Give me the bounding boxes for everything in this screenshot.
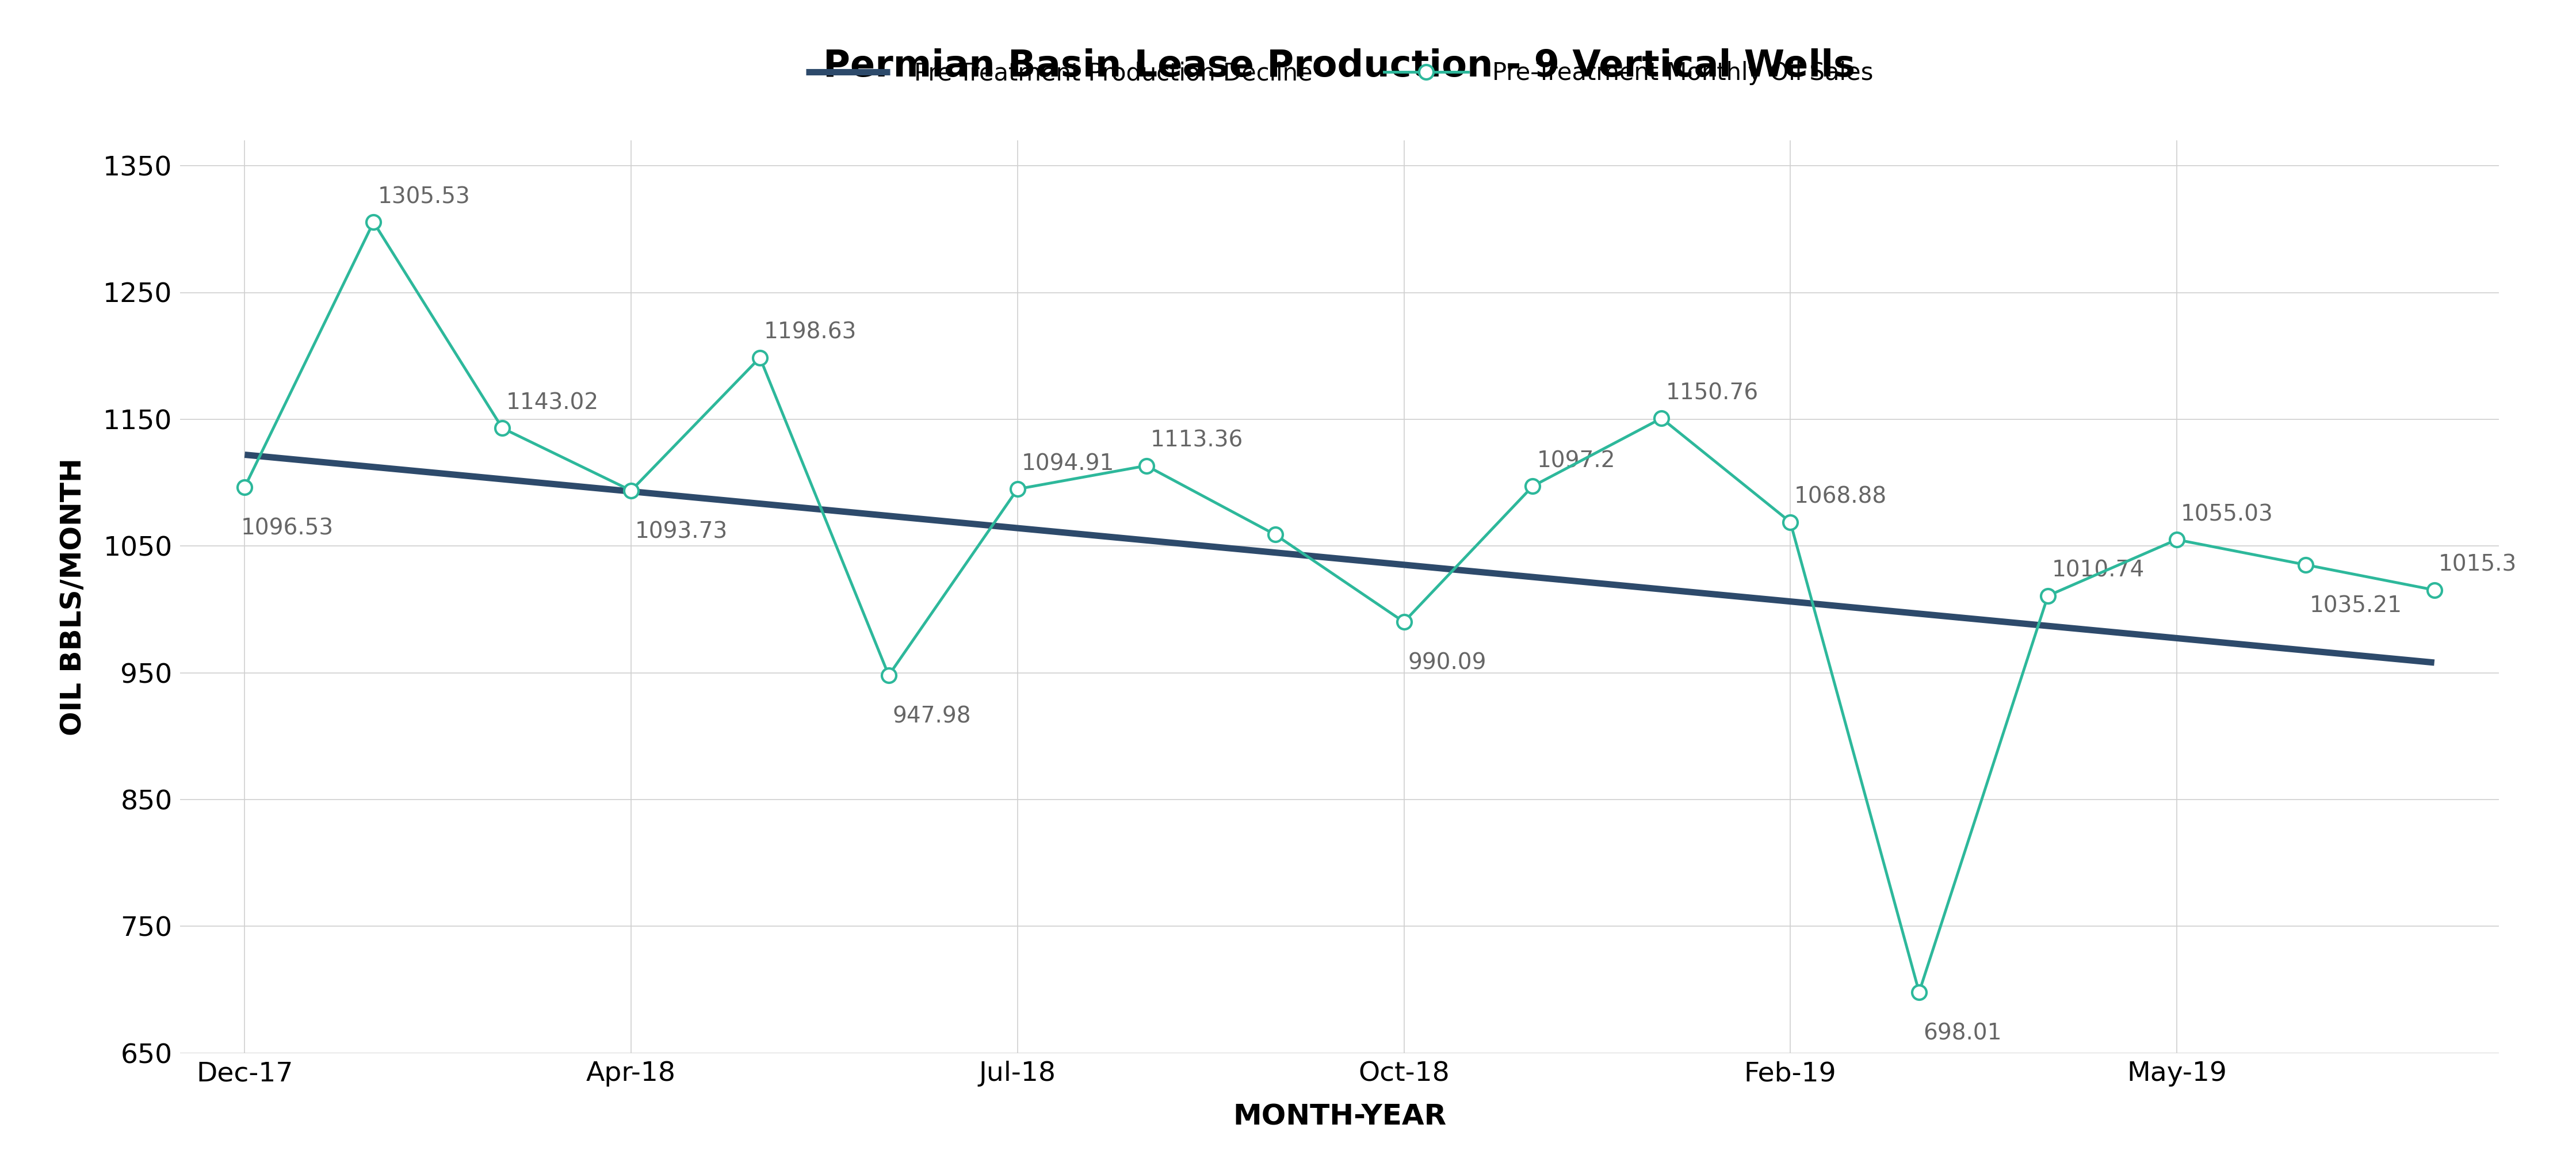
Pre-Treatment Monthly Oil Sales (873, 668, 904, 682)
Pre-Treatment Monthly Oil Sales (358, 215, 389, 229)
Legend: Pre-Treatment Production Decline, Pre-Treatment Monthly Oil Sales: Pre-Treatment Production Decline, Pre-Tr… (806, 61, 1873, 85)
Pre-Treatment Monthly Oil Sales (1388, 615, 1419, 629)
Pre-Treatment Monthly Oil Sales (487, 421, 518, 435)
Pre-Treatment Monthly Oil Sales (1002, 482, 1033, 496)
Text: 1035.21: 1035.21 (2311, 596, 2403, 617)
Text: 1150.76: 1150.76 (1667, 383, 1759, 404)
Pre-Treatment Monthly Oil Sales (1775, 515, 1806, 529)
Text: 947.98: 947.98 (894, 706, 971, 728)
Pre-Treatment Monthly Oil Sales (2161, 532, 2192, 546)
Pre-Treatment Monthly Oil Sales (1904, 985, 1935, 999)
Pre-Treatment Monthly Oil Sales (2419, 583, 2450, 597)
Text: 990.09: 990.09 (1409, 653, 1486, 674)
Pre-Treatment Monthly Oil Sales (2290, 558, 2321, 572)
Pre-Treatment Monthly Oil Sales (1131, 459, 1162, 473)
Pre-Treatment Monthly Oil Sales (1646, 412, 1677, 426)
Text: 1198.63: 1198.63 (765, 322, 858, 343)
Text: 1094.91: 1094.91 (1023, 453, 1115, 475)
Line: Pre-Treatment Monthly Oil Sales: Pre-Treatment Monthly Oil Sales (237, 215, 2442, 999)
Text: 698.01: 698.01 (1924, 1023, 2002, 1045)
Text: 1015.3: 1015.3 (2439, 553, 2517, 576)
Pre-Treatment Monthly Oil Sales (616, 483, 647, 497)
Text: 1097.2: 1097.2 (1538, 450, 1615, 472)
Text: 1143.02: 1143.02 (507, 392, 600, 414)
Pre-Treatment Monthly Oil Sales (2032, 589, 2063, 603)
Text: 1093.73: 1093.73 (636, 521, 729, 543)
Text: 1010.74: 1010.74 (2053, 559, 2146, 581)
Y-axis label: OIL BBLS/MONTH: OIL BBLS/MONTH (59, 457, 88, 736)
Text: 1096.53: 1096.53 (240, 517, 332, 539)
Pre-Treatment Monthly Oil Sales (744, 351, 775, 365)
Pre-Treatment Monthly Oil Sales (1260, 528, 1291, 542)
Pre-Treatment Monthly Oil Sales (229, 480, 260, 494)
Text: 1055.03: 1055.03 (2182, 503, 2272, 525)
Text: 1113.36: 1113.36 (1151, 429, 1244, 452)
Pre-Treatment Monthly Oil Sales (1517, 480, 1548, 494)
Title: Permian Basin Lease Production - 9 Vertical Wells: Permian Basin Lease Production - 9 Verti… (824, 48, 1855, 84)
X-axis label: MONTH-YEAR: MONTH-YEAR (1234, 1103, 1445, 1130)
Text: 1068.88: 1068.88 (1795, 486, 1888, 508)
Text: 1305.53: 1305.53 (379, 186, 469, 208)
